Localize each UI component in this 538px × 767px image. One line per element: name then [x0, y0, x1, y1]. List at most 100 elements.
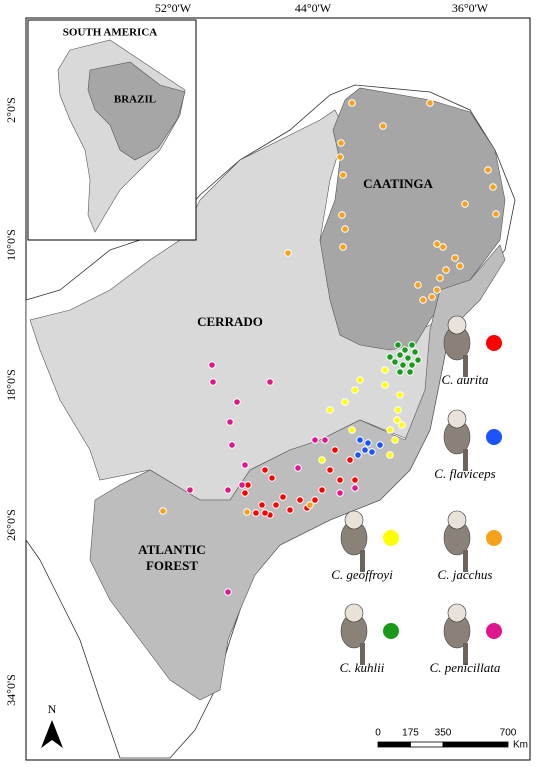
- occurrence-point: [224, 588, 232, 596]
- occurrence-point: [238, 481, 246, 489]
- marmoset-head: [447, 409, 467, 429]
- scale-segment: [410, 741, 444, 748]
- longitude-label: 44°0'W: [295, 1, 332, 15]
- latitude-label: 34°0'S: [4, 674, 18, 706]
- occurrence-point: [351, 484, 359, 492]
- legend-label: C. geoffroyi: [331, 567, 393, 582]
- occurrence-point: [252, 509, 260, 517]
- legend-label: C. aurita: [442, 372, 489, 387]
- occurrence-point: [226, 418, 234, 426]
- occurrence-point: [326, 466, 334, 474]
- occurrence-point: [451, 254, 459, 262]
- occurrence-point: [393, 416, 401, 424]
- marmoset-tail: [463, 550, 468, 572]
- occurrence-point: [492, 210, 500, 218]
- occurrence-point: [294, 464, 302, 472]
- occurrence-point: [279, 493, 287, 501]
- legend-label: C. flaviceps: [434, 466, 495, 481]
- legend-marker: [486, 623, 502, 639]
- occurrence-point: [341, 225, 349, 233]
- legend-label: C. penicillata: [430, 660, 501, 675]
- occurrence-point: [311, 496, 319, 504]
- occurrence-point: [351, 386, 359, 394]
- occurrence-point: [386, 451, 394, 459]
- occurrence-point: [381, 366, 389, 374]
- occurrence-point: [456, 262, 464, 270]
- north-arrow: [41, 720, 63, 748]
- occurrence-point: [341, 398, 349, 406]
- occurrence-point: [338, 211, 346, 219]
- marmoset-head: [447, 603, 467, 623]
- occurrence-point: [243, 508, 251, 516]
- occurrence-point: [414, 356, 422, 364]
- marmoset-tail: [463, 355, 468, 377]
- occurrence-point: [339, 171, 347, 179]
- occurrence-point: [337, 139, 345, 147]
- occurrence-point: [186, 486, 194, 494]
- occurrence-point: [391, 436, 399, 444]
- occurrence-point: [414, 281, 422, 289]
- occurrence-point: [326, 406, 334, 414]
- occurrence-point: [399, 361, 407, 369]
- occurrence-point: [296, 496, 304, 504]
- occurrence-point: [339, 243, 347, 251]
- occurrence-point: [268, 474, 276, 482]
- latitude-label: 10°0'S: [4, 229, 18, 261]
- occurrence-point: [461, 200, 469, 208]
- occurrence-point: [286, 506, 294, 514]
- legend: C. aurita C. flaviceps C. geoffroyi C. jacc…: [331, 315, 502, 675]
- marmoset-head: [344, 510, 364, 530]
- latitude-label: 26°0'S: [4, 509, 18, 541]
- occurrence-point: [266, 378, 274, 386]
- occurrence-point: [311, 436, 319, 444]
- occurrence-point: [336, 489, 344, 497]
- marmoset-tail: [463, 449, 468, 471]
- scale-label: 0: [375, 728, 381, 739]
- inset-country: BRAZIL: [114, 94, 156, 106]
- occurrence-point: [364, 439, 372, 447]
- longitude-label: 36°0'W: [452, 1, 489, 15]
- occurrence-point: [208, 361, 216, 369]
- occurrence-point: [354, 451, 362, 459]
- occurrence-point: [386, 353, 394, 361]
- occurrence-point: [396, 391, 404, 399]
- occurrence-point: [318, 486, 326, 494]
- occurrence-point: [348, 99, 356, 107]
- occurrence-point: [396, 368, 404, 376]
- occurrence-point: [224, 486, 232, 494]
- scale-segment: [442, 741, 509, 748]
- brazil: [87, 61, 186, 161]
- occurrence-point: [411, 348, 419, 356]
- occurrence-point: [209, 378, 217, 386]
- north-label: N: [48, 702, 57, 716]
- occurrence-point: [426, 99, 434, 107]
- occurrence-point: [436, 274, 444, 282]
- occurrence-point: [348, 426, 356, 434]
- occurrence-point: [318, 456, 326, 464]
- marmoset-tail: [360, 643, 365, 665]
- occurrence-point: [336, 153, 344, 161]
- biome-label: ATLANTIC: [138, 542, 206, 557]
- occurrence-point: [394, 406, 402, 414]
- occurrence-point: [439, 243, 447, 251]
- occurrence-point: [258, 501, 266, 509]
- occurrence-point: [391, 358, 399, 366]
- longitude-label: 52°0'W: [155, 1, 192, 15]
- scale-segment: [377, 741, 411, 748]
- occurrence-point: [261, 509, 269, 517]
- latitude-label: 18°0'S: [4, 369, 18, 401]
- occurrence-point: [379, 122, 387, 130]
- legend-marker: [486, 335, 502, 351]
- occurrence-point: [346, 456, 354, 464]
- occurrence-point: [331, 446, 339, 454]
- inset-title: SOUTH AMERICA: [63, 27, 157, 39]
- occurrence-point: [306, 501, 314, 509]
- occurrence-point: [241, 461, 249, 469]
- occurrence-point: [442, 266, 450, 274]
- occurrence-point: [241, 489, 249, 497]
- legend-marker: [383, 530, 399, 546]
- legend-label: C. jacchus: [438, 567, 493, 582]
